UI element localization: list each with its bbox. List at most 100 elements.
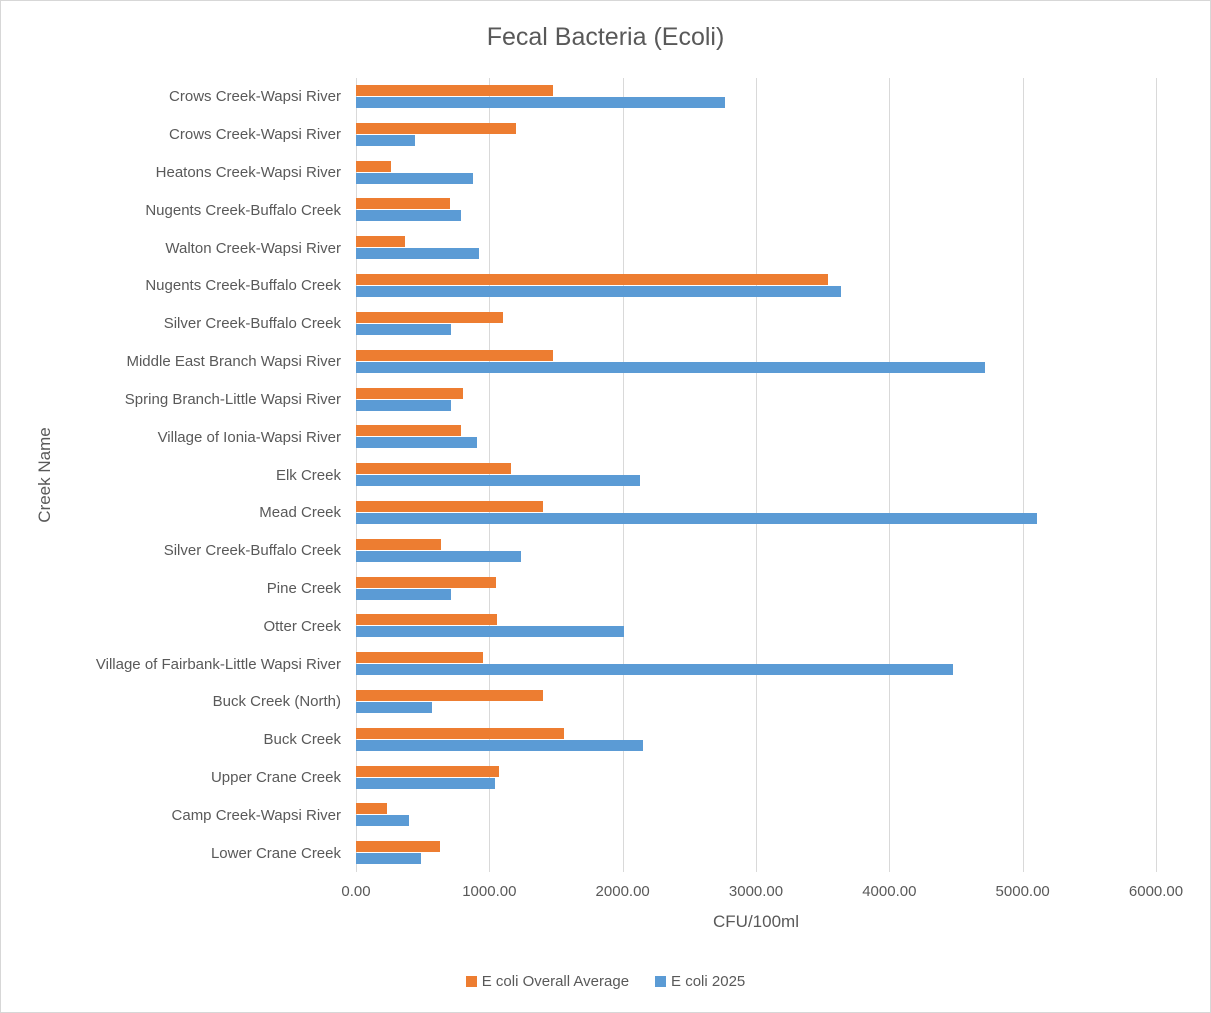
legend-swatch-icon	[655, 976, 667, 987]
category-axis: Crows Creek-Wapsi River Crows Creek-Wapsi…	[1, 78, 341, 872]
bar-group	[356, 834, 1156, 872]
bar-e-coli-2025	[356, 512, 1038, 524]
bar-group	[356, 721, 1156, 759]
bar-e-coli-2025	[356, 853, 422, 865]
bar-group	[356, 116, 1156, 154]
category-label: Crows Creek-Wapsi River	[169, 88, 341, 106]
bar-e-coli-overall-average	[356, 122, 516, 134]
bar-group	[356, 418, 1156, 456]
x-tick-label: 5000.00	[995, 883, 1050, 900]
bar-group	[356, 759, 1156, 797]
x-tick-label: 3000.00	[728, 883, 784, 900]
bar-e-coli-overall-average	[356, 311, 504, 323]
bar-e-coli-2025	[356, 475, 640, 487]
gridline	[888, 78, 890, 872]
bar-e-coli-2025	[356, 210, 461, 222]
bar-group	[356, 78, 1156, 116]
gridline	[488, 78, 490, 872]
bar-e-coli-overall-average	[356, 85, 554, 96]
category-label: Heatons Creek-Wapsi River	[155, 164, 341, 182]
x-tick-label: 4000.00	[862, 883, 917, 900]
x-axis-title: CFU/100ml	[713, 912, 799, 931]
bar-e-coli-2025	[356, 739, 643, 751]
bar-group	[356, 229, 1156, 267]
plot-area	[355, 78, 1157, 872]
category-label: Middle East Branch Wapsi River	[126, 353, 341, 371]
category-label: Spring Branch-Little Wapsi River	[124, 390, 341, 408]
bar-e-coli-overall-average	[356, 538, 442, 550]
bar-e-coli-2025	[356, 361, 986, 373]
legend-item: E coli 2025	[655, 973, 745, 990]
bar-e-coli-overall-average	[356, 614, 498, 626]
gridline	[755, 78, 757, 872]
bars-container	[356, 78, 1156, 872]
x-axis-ticks: 0.00 1000.00 2000.00 3000.00 4000.00 5000.00 6…	[341, 883, 1183, 901]
chart-title: Fecal Bacteria (Ecoli)	[486, 23, 725, 51]
bar-group	[356, 381, 1156, 419]
bar-e-coli-overall-average	[356, 500, 543, 512]
category-label: Elk Creek	[275, 466, 341, 484]
bar-e-coli-2025	[356, 323, 451, 335]
bar-e-coli-overall-average	[356, 727, 564, 739]
legend-label: E coli 2025	[671, 973, 746, 990]
gridline	[1155, 78, 1157, 872]
category-label: Nugents Creek-Buffalo Creek	[145, 277, 341, 295]
bar-group	[356, 683, 1156, 721]
bar-group	[356, 532, 1156, 570]
legend-label: E coli Overall Average	[481, 973, 630, 990]
bar-e-coli-2025	[356, 702, 432, 713]
x-tick-label: 2000.00	[595, 883, 650, 900]
category-label: Crows Creek-Wapsi River	[169, 126, 341, 144]
bar-e-coli-2025	[356, 437, 478, 449]
bar-e-coli-overall-average	[356, 425, 462, 437]
bar-group	[356, 191, 1156, 229]
bar-e-coli-2025	[356, 815, 409, 827]
bar-e-coli-overall-average	[356, 765, 499, 777]
bar-group	[356, 267, 1156, 305]
bar-e-coli-2025	[356, 399, 451, 411]
legend-swatch-icon	[465, 976, 477, 987]
bar-e-coli-2025	[356, 664, 954, 676]
bar-e-coli-overall-average	[356, 803, 387, 815]
bar-e-coli-overall-average	[356, 274, 828, 286]
bar-e-coli-overall-average	[356, 841, 440, 853]
category-label: Buck Creek (North)	[212, 693, 341, 711]
category-label: Silver Creek-Buffalo Creek	[163, 315, 341, 333]
category-label: Village of Fairbank-Little Wapsi River	[95, 655, 341, 673]
bar-group	[356, 494, 1156, 532]
bar-e-coli-overall-average	[356, 160, 391, 172]
x-tick-label: 0.00	[341, 883, 371, 900]
bar-group	[356, 607, 1156, 645]
bar-group	[356, 570, 1156, 608]
bar-e-coli-2025	[356, 286, 842, 298]
bar-e-coli-2025	[356, 97, 726, 108]
bar-e-coli-2025	[356, 248, 480, 260]
bar-group	[356, 343, 1156, 381]
bar-e-coli-2025	[356, 134, 415, 146]
bar-e-coli-2025	[356, 588, 451, 600]
category-label: Lower Crane Creek	[210, 844, 341, 862]
category-label: Walton Creek-Wapsi River	[165, 239, 341, 257]
gridline	[355, 78, 357, 872]
gridline	[622, 78, 624, 872]
bar-e-coli-overall-average	[356, 236, 406, 248]
category-label: Silver Creek-Buffalo Creek	[163, 542, 341, 560]
category-label: Village of Ionia-Wapsi River	[157, 428, 341, 446]
bar-e-coli-2025	[356, 777, 496, 789]
bar-e-coli-overall-average	[356, 652, 483, 664]
bar-e-coli-overall-average	[356, 387, 464, 399]
bar-group	[356, 796, 1156, 834]
legend: E coli Overall Average E coli 2025	[1, 973, 1210, 990]
category-label: Buck Creek	[263, 731, 341, 749]
x-tick-label: 1000.00	[462, 883, 517, 900]
bar-group	[356, 645, 1156, 683]
bar-e-coli-2025	[356, 550, 522, 562]
legend-item: E coli Overall Average	[465, 973, 630, 990]
bar-e-coli-overall-average	[356, 463, 511, 475]
bar-group	[356, 154, 1156, 192]
category-label: Mead Creek	[259, 504, 341, 522]
bar-e-coli-overall-average	[356, 576, 496, 588]
category-label: Camp Creek-Wapsi River	[171, 806, 341, 824]
category-label: Nugents Creek-Buffalo Creek	[145, 201, 341, 219]
